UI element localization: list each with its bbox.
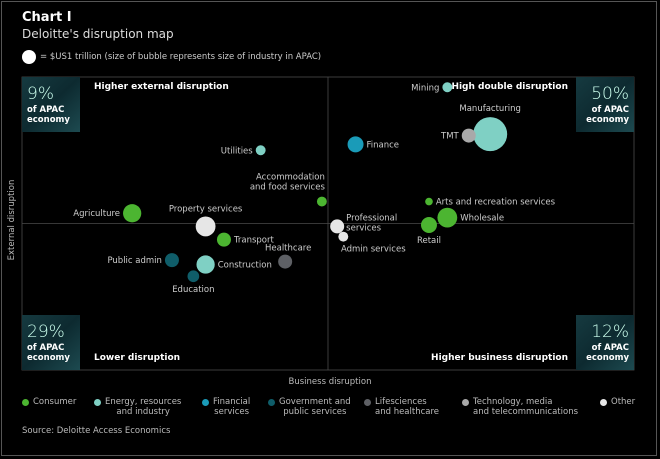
quadrant-label: Higher business disruption (431, 353, 568, 363)
size-key-text: = $US1 trillion (size of bubble represen… (40, 52, 322, 62)
bubble-label: Accommodation (256, 173, 325, 183)
bubble-label: services (346, 223, 381, 233)
legend-item: Lifesciences and healthcare (364, 397, 462, 417)
chart-subtitle: Deloitte's disruption map (22, 27, 174, 41)
bubble-utilities (255, 145, 266, 156)
quadrant-share-label: of APAC (27, 105, 64, 115)
legend-label: Lifesciences and healthcare (375, 397, 440, 417)
quadrant-share-label: economy (586, 115, 629, 125)
bubble-label: Public admin (107, 256, 162, 266)
quadrant-share-value: 12% (591, 322, 629, 342)
legend-swatch (600, 399, 607, 406)
bubble-label: Education (172, 285, 214, 295)
legend-swatch (462, 399, 469, 406)
bubble-label: Property services (169, 205, 243, 215)
quadrant-share-label: of APAC (27, 343, 64, 353)
quadrant-label: Lower disruption (94, 353, 180, 363)
bubble-label: Mining (411, 83, 439, 93)
quadrant-share-box (22, 315, 80, 370)
bubble-retail (420, 216, 437, 233)
legend-label: Technology, media and telecommunications (473, 397, 579, 417)
bubble-mining (442, 82, 453, 93)
bubble-label: Agriculture (73, 209, 120, 219)
quadrant-share-label: of APAC (592, 105, 629, 115)
bubble-label: Transport (233, 236, 275, 246)
bubble-manufacturing (473, 117, 508, 152)
legend-item: Financial services (202, 397, 268, 417)
quadrant-share-value: 9% (27, 84, 54, 104)
chart-title: Chart I (22, 10, 72, 25)
bubble-label: Admin services (341, 245, 406, 255)
bubble-property-services (195, 216, 216, 237)
y-axis-label: External disruption (7, 179, 17, 261)
quadrant-share-label: economy (27, 353, 70, 363)
legend: Consumer Energy, resources and industry Fin… (22, 397, 640, 417)
bubble-admin-services (338, 231, 349, 242)
legend-label: Energy, resources and industry (105, 397, 182, 417)
quadrant-label: High double disruption (451, 82, 568, 92)
legend-item: Energy, resources and industry (94, 397, 202, 417)
bubble-tmt (461, 128, 476, 143)
quadrant-label: Higher external disruption (94, 82, 229, 92)
bubble-construction (196, 255, 215, 274)
legend-swatch (364, 399, 371, 406)
legend-item: Other (600, 397, 640, 417)
bubble-label: Healthcare (265, 244, 311, 254)
bubble-label: Utilities (221, 146, 254, 156)
legend-item: Government and public services (268, 397, 364, 417)
legend-item: Consumer (22, 397, 94, 417)
quadrant-share-label: economy (586, 353, 629, 363)
bubble-label: Retail (417, 236, 441, 246)
quadrant-share-box (576, 77, 634, 132)
bubble-professional-services (330, 219, 345, 234)
legend-label: Consumer (33, 397, 77, 407)
bubble-healthcare (278, 254, 293, 269)
bubble-public-admin (164, 253, 179, 268)
bubble-education (187, 270, 200, 283)
bubble-label: Finance (367, 140, 400, 150)
quadrant-share-box (576, 315, 634, 370)
quadrant-share-value: 29% (27, 322, 65, 342)
bubble-wholesale (437, 207, 458, 228)
bubble-label: TMT (440, 132, 460, 142)
legend-item: Technology, media and telecommunications (462, 397, 600, 417)
legend-swatch (94, 399, 101, 406)
bubble-transport (216, 232, 231, 247)
bubble-finance (347, 136, 364, 153)
bubble-label: Manufacturing (459, 104, 521, 114)
bubble-agriculture (123, 204, 142, 223)
size-key: = $US1 trillion (size of bubble represen… (22, 50, 321, 64)
bubble-label: Arts and recreation services (436, 198, 556, 208)
legend-label: Government and public services (279, 397, 351, 417)
legend-swatch (268, 399, 275, 406)
x-axis-label: Business disruption (288, 377, 372, 387)
legend-label: Other (611, 397, 636, 407)
bubble-accommodation-and-food-services (316, 196, 327, 207)
bubble-label: Construction (218, 261, 272, 271)
legend-swatch (202, 399, 209, 406)
bubble-arts-and-recreation-services (425, 197, 433, 206)
legend-label: Financial services (213, 397, 251, 417)
size-key-bubble (22, 50, 36, 64)
bubble-label: Wholesale (460, 214, 504, 224)
quadrant-share-value: 50% (591, 84, 629, 104)
quadrant-share-box (22, 77, 80, 132)
legend-swatch (22, 399, 29, 406)
source-note: Source: Deloitte Access Economics (22, 426, 171, 436)
quadrant-share-label: of APAC (592, 343, 629, 353)
bubble-label: Professional (346, 213, 397, 223)
bubble-label: and food services (250, 183, 326, 193)
quadrant-share-label: economy (27, 115, 70, 125)
